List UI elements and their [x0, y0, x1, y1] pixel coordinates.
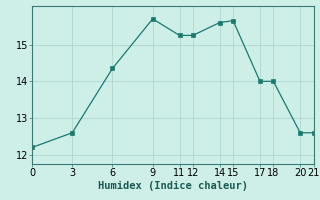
X-axis label: Humidex (Indice chaleur): Humidex (Indice chaleur): [98, 181, 248, 191]
